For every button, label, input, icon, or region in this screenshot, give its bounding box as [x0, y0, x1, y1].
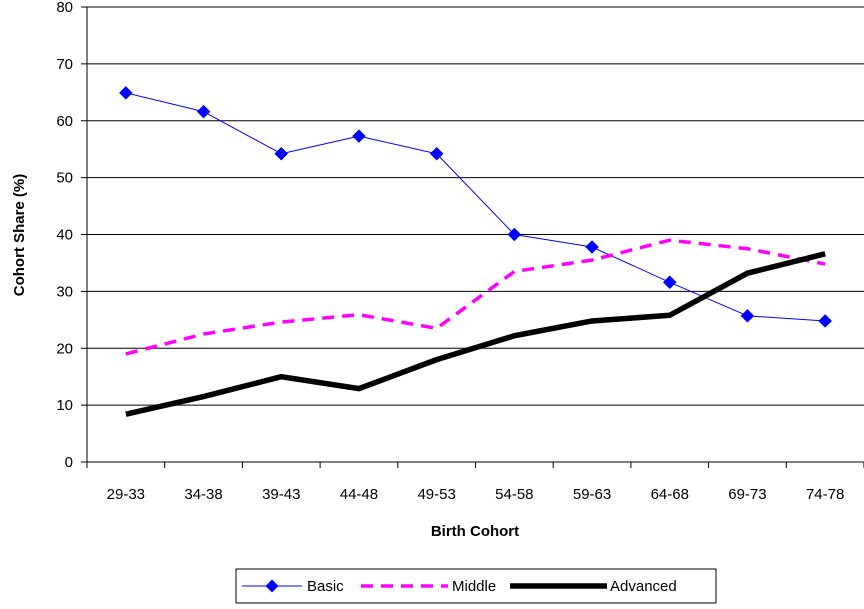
x-tick-label-54-58: 54-58	[495, 486, 533, 503]
axes	[81, 6, 864, 468]
data-point-basic-64-68	[662, 275, 677, 290]
legend-label-advanced: Advanced	[610, 578, 677, 595]
data-point-basic-69-73	[740, 308, 755, 323]
x-tick-label-39-43: 39-43	[262, 486, 300, 503]
data-point-basic-29-33	[118, 86, 133, 100]
series-line-middle	[125, 238, 826, 356]
data-point-basic-74-78	[818, 314, 833, 328]
y-tick-label-40: 40	[56, 227, 73, 244]
legend-marker-basic	[265, 579, 279, 593]
y-tick-label-80: 80	[56, 0, 73, 16]
y-tick-label-30: 30	[56, 283, 73, 300]
x-tick-label-49-53: 49-53	[417, 486, 455, 503]
legend-label-middle: Middle	[452, 578, 496, 595]
data-point-basic-39-43	[274, 146, 289, 161]
x-tick-label-69-73: 69-73	[728, 486, 766, 503]
series-line-advanced	[125, 251, 826, 417]
y-tick-label-0: 0	[65, 454, 73, 471]
x-axis-title: Birth Cohort	[431, 523, 519, 540]
data-point-basic-54-58	[507, 227, 522, 242]
data-point-basic-34-38	[196, 104, 211, 119]
y-axis-title: Cohort Share (%)	[11, 174, 28, 297]
legend-label-basic: Basic	[307, 578, 344, 595]
y-tick-label-20: 20	[56, 340, 73, 357]
x-tick-label-59-63: 59-63	[573, 486, 611, 503]
data-point-basic-59-63	[585, 240, 599, 254]
y-tick-label-10: 10	[56, 397, 73, 414]
legend-box	[235, 568, 717, 604]
y-tick-label-50: 50	[56, 170, 73, 187]
series-line-basic	[125, 92, 826, 322]
data-point-basic-44-48	[352, 129, 366, 143]
y-tick-label-60: 60	[56, 113, 73, 130]
x-tick-label-64-68: 64-68	[651, 486, 689, 503]
tick-labels: 0 10 20 30 40 50 60 70 80 29-33 34-38 39-43 44-48 49-…	[56, 0, 844, 503]
series-group	[118, 86, 833, 417]
data-point-basic-49-53	[429, 146, 444, 161]
x-tick-label-34-38: 34-38	[184, 486, 222, 503]
x-tick-label-74-78: 74-78	[806, 486, 844, 503]
x-tick-label-29-33: 29-33	[107, 486, 145, 503]
x-tick-label-44-48: 44-48	[340, 486, 378, 503]
legend: Basic Middle Advanced	[235, 568, 717, 604]
y-tick-label-70: 70	[56, 56, 73, 73]
